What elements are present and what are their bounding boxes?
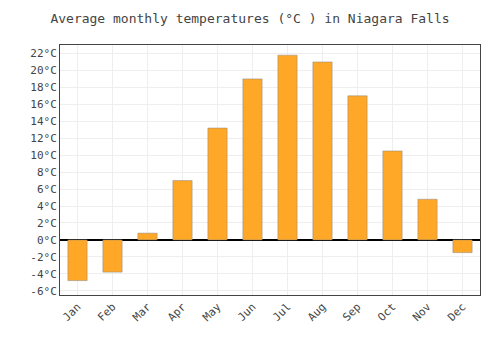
svg-text:Feb: Feb bbox=[95, 301, 118, 324]
svg-text:Mar: Mar bbox=[130, 300, 154, 324]
svg-text:Jun: Jun bbox=[235, 301, 258, 324]
svg-text:0°C: 0°C bbox=[37, 234, 57, 247]
svg-text:4°C: 4°C bbox=[37, 200, 57, 213]
svg-text:22°C: 22°C bbox=[30, 47, 57, 60]
svg-text:Dec: Dec bbox=[445, 301, 468, 324]
svg-text:16°C: 16°C bbox=[30, 98, 57, 111]
svg-text:18°C: 18°C bbox=[30, 81, 57, 94]
svg-text:14°C: 14°C bbox=[30, 115, 57, 128]
svg-text:2°C: 2°C bbox=[37, 217, 57, 230]
svg-text:May: May bbox=[200, 300, 224, 324]
svg-text:Average monthly temperatures (: Average monthly temperatures (°C ) in Ni… bbox=[50, 11, 449, 26]
svg-text:20°C: 20°C bbox=[30, 64, 57, 77]
svg-text:-2°C: -2°C bbox=[30, 251, 57, 264]
svg-text:Nov: Nov bbox=[410, 300, 434, 324]
svg-text:-6°C: -6°C bbox=[30, 285, 57, 298]
svg-text:Oct: Oct bbox=[375, 301, 398, 324]
svg-text:-4°C: -4°C bbox=[30, 268, 57, 281]
svg-text:Apr: Apr bbox=[165, 300, 189, 324]
svg-text:10°C: 10°C bbox=[30, 149, 57, 162]
svg-text:Sep: Sep bbox=[340, 301, 363, 324]
svg-text:Jul: Jul bbox=[270, 301, 293, 324]
svg-text:6°C: 6°C bbox=[37, 183, 57, 196]
svg-text:8°C: 8°C bbox=[37, 166, 57, 179]
svg-text:Jan: Jan bbox=[60, 301, 83, 324]
svg-text:12°C: 12°C bbox=[30, 132, 57, 145]
svg-text:Aug: Aug bbox=[305, 301, 328, 324]
